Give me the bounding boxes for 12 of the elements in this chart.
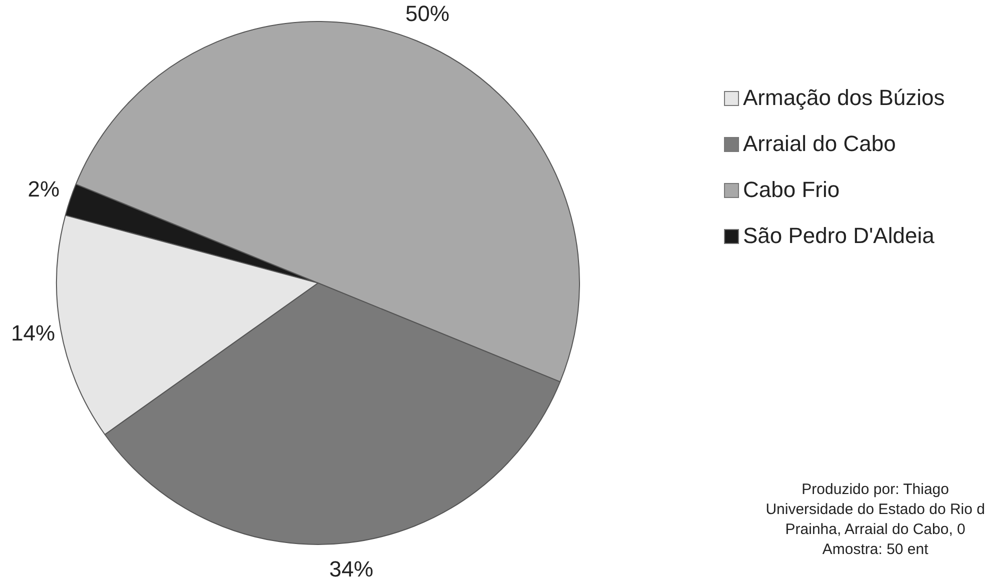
data-label: 14% (11, 320, 56, 346)
data-label: 50% (405, 1, 450, 26)
data-label: 2% (28, 176, 60, 202)
text: Universidade do Estado do Rio d (766, 500, 985, 520)
text: Prainha, Arraial do Cabo, 0 (784, 520, 966, 540)
legend-label: Cabo Frio (743, 177, 840, 203)
text: Amostra: 50 ent (821, 540, 930, 560)
legend-label: São Pedro D'Aldeia (743, 223, 934, 249)
legend-label: Arraial do Cabo (743, 131, 896, 157)
text: Produzido por: Thiago (800, 480, 950, 500)
data-label: 34% (329, 556, 374, 578)
legend-label: Armação dos Búzios (743, 85, 945, 111)
